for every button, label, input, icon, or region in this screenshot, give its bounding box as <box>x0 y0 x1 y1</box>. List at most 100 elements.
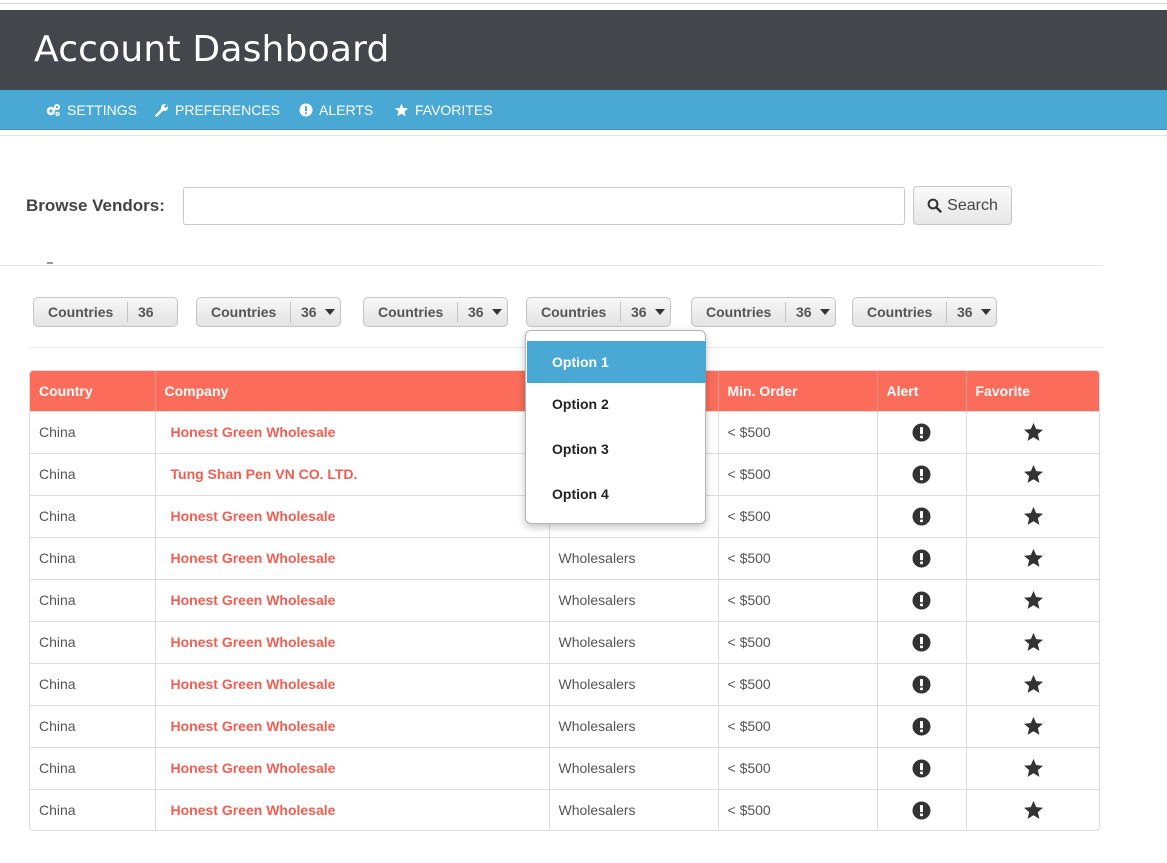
filter-label: Countries <box>48 304 114 320</box>
nav-label: PREFERENCES <box>175 101 281 118</box>
exclamation-circle-icon <box>912 591 931 609</box>
top-border <box>0 3 1167 4</box>
caret-down-icon <box>491 309 502 315</box>
search-button[interactable]: Search <box>913 186 1012 225</box>
column-header-company[interactable]: Company <box>155 371 550 411</box>
star-icon <box>1024 801 1044 820</box>
table-row: China Honest Green Wholesale Wholesalers < … <box>30 536 1099 579</box>
country-cell: China <box>30 662 156 705</box>
vendor-search-input[interactable] <box>183 187 905 225</box>
favorite-button[interactable] <box>966 578 1099 621</box>
alert-button[interactable] <box>877 410 967 453</box>
countries-filter-dropdown[interactable]: Countries 36 <box>852 297 997 327</box>
star-icon <box>1024 548 1044 567</box>
company-link[interactable]: Honest Green Wholesale <box>155 788 550 830</box>
alert-button[interactable] <box>877 788 967 830</box>
exclamation-circle-icon <box>912 801 931 820</box>
vendor-table: Country Company Min. Order Alert Favorit… <box>29 370 1100 831</box>
nav-item-favorites[interactable]: FAVORITES <box>394 90 493 129</box>
section-divider <box>0 265 1103 266</box>
nav-item-preferences[interactable]: PREFERENCES <box>155 90 280 129</box>
filter-separator <box>946 302 947 322</box>
favorite-button[interactable] <box>966 452 1099 495</box>
favorite-button[interactable] <box>966 494 1099 537</box>
star-icon <box>1024 464 1044 483</box>
nav-label: ALERTS <box>319 101 374 118</box>
caret-down-icon <box>819 309 830 315</box>
dropdown-option-1[interactable]: Option 1 <box>527 341 706 383</box>
company-link[interactable]: Honest Green Wholesale <box>155 494 550 537</box>
star-icon <box>1024 506 1044 525</box>
filter-label: Countries <box>211 304 277 320</box>
alert-button[interactable] <box>877 494 967 537</box>
nav-item-alerts[interactable]: ALERTS <box>299 90 373 129</box>
filter-separator <box>620 302 621 322</box>
nav-label: SETTINGS <box>67 101 138 118</box>
nav-item-settings[interactable]: SETTINGS <box>45 90 137 129</box>
alert-button[interactable] <box>877 746 967 789</box>
dropdown-option-4[interactable]: Option 4 <box>552 486 609 502</box>
alert-button[interactable] <box>877 662 967 705</box>
vendor-type-cell: Wholesalers <box>549 578 719 621</box>
favorite-button[interactable] <box>966 704 1099 747</box>
countries-filter-dropdown[interactable]: Countries 36 <box>691 297 836 327</box>
star-icon <box>1024 716 1044 735</box>
filter-label: Countries <box>541 304 607 320</box>
min-order-cell: < $500 <box>718 578 878 621</box>
countries-filter-dropdown[interactable]: Countries 36 <box>196 297 341 327</box>
column-header-country[interactable]: Country <box>30 371 156 411</box>
column-header-alert[interactable]: Alert <box>877 371 967 411</box>
column-header-min-order[interactable]: Min. Order <box>718 371 878 411</box>
filter-count: 36 <box>631 304 647 320</box>
company-link[interactable]: Honest Green Wholesale <box>155 536 550 579</box>
min-order-cell: < $500 <box>718 452 878 495</box>
alert-button[interactable] <box>877 536 967 579</box>
company-link[interactable]: Honest Green Wholesale <box>155 410 550 453</box>
favorite-button[interactable] <box>966 620 1099 663</box>
min-order-cell: < $500 <box>718 704 878 747</box>
filter-count: 36 <box>957 304 973 320</box>
country-cell: China <box>30 410 156 453</box>
search-button-label: Search <box>947 196 998 214</box>
filter-count: 36 <box>138 304 154 320</box>
favorite-button[interactable] <box>966 662 1099 705</box>
vendor-type-cell: Wholesalers <box>549 788 719 830</box>
company-link[interactable]: Honest Green Wholesale <box>155 578 550 621</box>
favorite-button[interactable] <box>966 536 1099 579</box>
alert-button[interactable] <box>877 704 967 747</box>
vendor-type-cell: Wholesalers <box>549 662 719 705</box>
search-icon <box>927 198 942 213</box>
favorite-button[interactable] <box>966 788 1099 830</box>
company-link[interactable]: Honest Green Wholesale <box>155 662 550 705</box>
star-icon <box>1024 674 1044 693</box>
table-row: China Honest Green Wholesale Wholesalers < … <box>30 662 1099 705</box>
vendor-type-cell: Wholesalers <box>549 620 719 663</box>
wrench-icon <box>155 103 168 117</box>
countries-filter-button[interactable]: Countries 36 <box>33 297 178 327</box>
column-header-favorite[interactable]: Favorite <box>966 371 1099 411</box>
favorite-button[interactable] <box>966 746 1099 789</box>
company-link[interactable]: Honest Green Wholesale <box>155 620 550 663</box>
caret-down-icon <box>980 309 991 315</box>
favorite-button[interactable] <box>966 410 1099 453</box>
alert-button[interactable] <box>877 620 967 663</box>
company-link[interactable]: Honest Green Wholesale <box>155 746 550 789</box>
gears-icon <box>46 103 60 116</box>
nav-divider <box>0 135 1167 136</box>
star-icon <box>394 103 409 116</box>
alert-button[interactable] <box>877 452 967 495</box>
filter-label: Countries <box>706 304 772 320</box>
countries-filter-dropdown[interactable]: Countries 36 <box>363 297 508 327</box>
table-row: China Honest Green Wholesale Wholesalers < … <box>30 746 1099 789</box>
vendor-type-cell: Wholesalers <box>549 746 719 789</box>
dropdown-option-2[interactable]: Option 2 <box>552 396 609 412</box>
company-link[interactable]: Tung Shan Pen VN CO. LTD. <box>155 452 550 495</box>
company-link[interactable]: Honest Green Wholesale <box>155 704 550 747</box>
exclamation-circle-icon <box>912 717 931 735</box>
alert-button[interactable] <box>877 578 967 621</box>
table-row: China Honest Green Wholesale Wholesalers < … <box>30 578 1099 621</box>
nav-bar: SETTINGS PREFERENCES ALERTS FAVORITES <box>0 90 1167 130</box>
dropdown-option-3[interactable]: Option 3 <box>552 441 609 457</box>
countries-filter-dropdown-open[interactable]: Countries 36 <box>526 297 671 327</box>
min-order-cell: < $500 <box>718 620 878 663</box>
